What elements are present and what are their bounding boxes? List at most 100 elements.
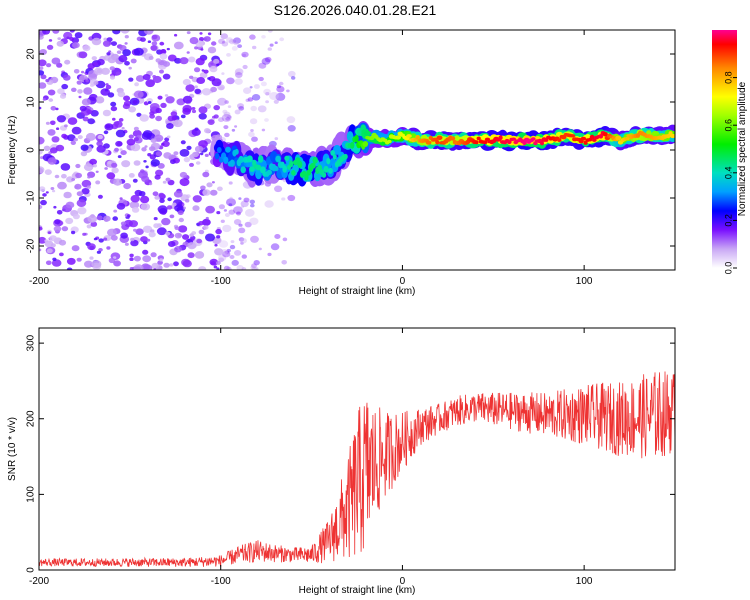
noise-speckle	[130, 237, 135, 242]
noise-speckle	[87, 175, 91, 179]
noise-speckle	[98, 238, 104, 243]
noise-speckle	[234, 250, 242, 256]
colorbar-tick-label: 0.0	[723, 262, 733, 275]
noise-speckle	[107, 56, 117, 64]
noise-speckle	[187, 252, 195, 259]
noise-speckle	[189, 37, 199, 45]
noise-speckle	[173, 261, 179, 267]
noise-speckle	[161, 217, 171, 226]
noise-speckle	[155, 151, 163, 157]
noise-speckle	[273, 99, 279, 104]
noise-speckle	[52, 30, 60, 34]
noise-speckle	[223, 265, 230, 270]
noise-speckle	[133, 255, 141, 262]
noise-speckle	[226, 248, 231, 253]
noise-speckle	[114, 120, 123, 128]
noise-speckle	[159, 69, 164, 74]
noise-speckle	[90, 221, 98, 227]
noise-speckle	[291, 76, 296, 80]
noise-speckle	[72, 213, 80, 220]
noise-speckle	[54, 219, 61, 225]
noise-speckle	[248, 131, 255, 138]
noise-speckle	[217, 186, 223, 192]
noise-speckle	[233, 37, 241, 44]
noise-speckle	[103, 40, 111, 47]
noise-speckle	[157, 95, 163, 100]
noise-speckle	[265, 92, 270, 96]
noise-speckle	[194, 127, 199, 131]
noise-speckle	[44, 169, 52, 176]
noise-speckle	[269, 92, 279, 100]
noise-speckle	[250, 265, 255, 270]
noise-speckle	[106, 52, 111, 56]
noise-speckle	[61, 133, 67, 139]
noise-speckle	[42, 98, 47, 101]
ridge-blob	[273, 165, 279, 172]
noise-speckle	[270, 243, 280, 251]
noise-speckle	[214, 248, 224, 256]
noise-speckle	[140, 195, 150, 204]
noise-speckle	[189, 75, 194, 80]
noise-speckle	[194, 46, 199, 50]
ridge-blob	[386, 139, 392, 144]
noise-speckle	[186, 31, 191, 35]
noise-speckle	[72, 42, 80, 49]
noise-speckle	[180, 140, 186, 145]
noise-speckle	[231, 259, 239, 266]
snr-xtick-label: 100	[576, 576, 593, 587]
noise-speckle	[113, 209, 118, 213]
noise-speckle	[209, 258, 219, 266]
noise-speckle	[138, 170, 148, 179]
noise-speckle	[76, 191, 84, 197]
noise-speckle	[224, 250, 230, 254]
noise-speckle	[50, 120, 56, 126]
noise-speckle	[94, 67, 104, 75]
noise-speckle	[218, 204, 225, 210]
noise-speckle	[140, 169, 145, 174]
ridge-blob	[544, 138, 549, 142]
noise-speckle	[86, 109, 93, 115]
noise-speckle	[82, 45, 91, 52]
noise-speckle	[133, 228, 137, 232]
noise-speckle	[113, 178, 123, 186]
noise-speckle	[198, 266, 207, 270]
noise-speckle	[275, 92, 286, 101]
noise-speckle	[133, 264, 144, 270]
noise-speckle	[174, 232, 182, 239]
noise-speckle	[39, 186, 46, 192]
ridge-blob	[246, 155, 253, 163]
noise-speckle	[121, 160, 131, 168]
noise-speckle	[151, 262, 160, 270]
noise-speckle	[140, 203, 151, 211]
noise-speckle	[215, 228, 222, 235]
noise-speckle	[115, 71, 121, 76]
noise-speckle	[71, 230, 76, 235]
noise-speckle	[222, 224, 232, 233]
noise-speckle	[133, 126, 139, 131]
noise-speckle	[238, 223, 243, 227]
noise-speckle	[80, 144, 89, 151]
noise-speckle	[108, 257, 116, 264]
noise-speckle	[119, 197, 123, 200]
noise-speckle	[61, 173, 67, 179]
noise-speckle	[159, 49, 167, 55]
noise-speckle	[107, 161, 112, 165]
noise-speckle	[204, 153, 209, 157]
ridge-blob	[598, 134, 604, 139]
noise-speckle	[226, 198, 236, 207]
noise-speckle	[87, 118, 95, 125]
noise-speckle	[129, 201, 140, 209]
ridge-blob	[511, 137, 517, 141]
snr-frame	[38, 327, 676, 571]
noise-speckle	[97, 134, 104, 140]
noise-speckle	[173, 151, 179, 156]
ridge-blob	[476, 136, 481, 141]
noise-speckle	[110, 101, 117, 107]
noise-speckle	[148, 231, 156, 238]
noise-speckle	[189, 233, 194, 237]
noise-speckle	[49, 235, 57, 242]
noise-speckle	[192, 195, 202, 203]
noise-speckle	[67, 134, 76, 142]
noise-speckle	[123, 183, 131, 190]
noise-speckle	[243, 197, 250, 203]
